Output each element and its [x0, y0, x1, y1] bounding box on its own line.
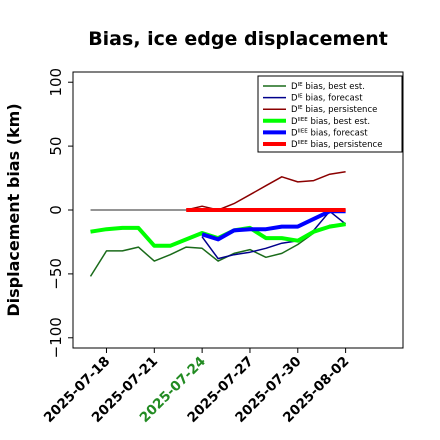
y-tick-label: 100: [47, 68, 65, 97]
legend-entry: DIE bias, persistence: [291, 105, 377, 115]
y-tick-label: 50: [47, 137, 65, 156]
series-line-5: [201, 209, 346, 242]
legend-entry: DIIEE bias, best est.: [291, 117, 370, 127]
legend-entry: DIE bias, best est.: [291, 82, 365, 92]
legend-entry: DIIEE bias, persistence: [291, 140, 382, 150]
y-tick-label: 0: [47, 205, 65, 215]
chart-title: Bias, ice edge displacement: [88, 28, 388, 50]
series-line-2: [201, 210, 347, 260]
legend-entry: DIIEE bias, forecast: [291, 128, 368, 138]
series-line-3: [186, 170, 346, 211]
legend-box: [257, 75, 403, 153]
y-tick-label: −100: [47, 317, 65, 358]
series-line-4: [90, 222, 346, 248]
series-line-1: [89, 223, 346, 277]
legend-entry: DIE bias, forecast: [291, 94, 363, 104]
y-axis-label: Displacement bias (km): [4, 103, 23, 316]
y-tick-label: −50: [47, 258, 65, 290]
